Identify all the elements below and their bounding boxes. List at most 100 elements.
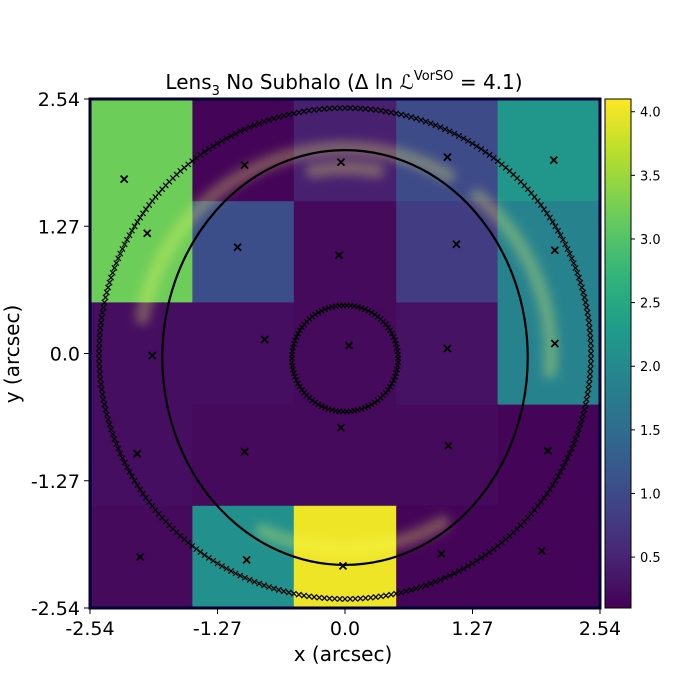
cross-markers xyxy=(119,152,559,571)
x-ticks: -2.54 -1.27 0.0 1.27 2.54 xyxy=(65,608,621,640)
ring-marker xyxy=(232,570,239,577)
ring-marker xyxy=(417,583,425,590)
ring-marker xyxy=(126,232,133,239)
cross-marker xyxy=(549,155,558,165)
ring-marker xyxy=(427,580,434,587)
ring-marker xyxy=(582,299,589,306)
ring-marker xyxy=(205,554,212,561)
ring-marker xyxy=(119,454,126,462)
ring-marker xyxy=(296,327,303,334)
ring-marker xyxy=(587,365,594,372)
ring-marker xyxy=(285,111,292,118)
ring-marker xyxy=(97,376,104,383)
ring-marker xyxy=(460,135,467,142)
heatmap-cell xyxy=(293,404,397,507)
cross-marker xyxy=(148,351,157,360)
heatmap-cell xyxy=(192,201,295,303)
ring-marker xyxy=(388,591,395,598)
ring-marker xyxy=(417,117,425,124)
ring-marker xyxy=(197,151,204,158)
ring-marker xyxy=(540,494,548,501)
ring-marker xyxy=(251,578,258,585)
ring-marker xyxy=(365,307,372,314)
ring-marker xyxy=(293,333,300,340)
ring-marker xyxy=(451,570,458,577)
ring-marker xyxy=(316,594,323,601)
ring-marker xyxy=(587,355,594,362)
ring-marker xyxy=(537,498,544,505)
ring-marker xyxy=(568,445,575,452)
ring-marker xyxy=(124,464,131,471)
ring-marker xyxy=(98,386,105,393)
ring-marker xyxy=(290,110,297,117)
ring-marker xyxy=(393,110,400,117)
ring-marker xyxy=(295,109,302,116)
ring-marker xyxy=(587,335,594,342)
ring-marker xyxy=(214,140,221,147)
ring-marker xyxy=(201,552,208,559)
ring-marker xyxy=(490,546,497,553)
ring-marker xyxy=(413,585,420,592)
ring-marker xyxy=(367,594,374,601)
ring-marker xyxy=(391,373,399,380)
ring-marker xyxy=(540,206,548,213)
heatmap-cell xyxy=(192,302,295,406)
colorbar-bar xyxy=(604,98,632,609)
y-axis-label: y (arcsec) xyxy=(0,305,24,404)
ring-marker xyxy=(387,383,394,390)
ring-marker xyxy=(111,264,118,271)
ring-marker xyxy=(97,324,104,331)
ring-marker xyxy=(149,197,156,205)
ring-marker xyxy=(126,468,133,475)
cross-marker xyxy=(136,552,145,562)
plot-area xyxy=(90,99,600,608)
ring-marker xyxy=(100,304,107,311)
x-tick-label: 0.0 xyxy=(330,618,360,640)
cross-marker xyxy=(260,335,269,344)
cross-marker xyxy=(437,549,446,559)
ring-marker xyxy=(128,473,136,480)
ring-marker xyxy=(587,371,594,378)
ring-marker xyxy=(96,371,103,378)
ring-marker xyxy=(486,151,493,158)
ring-marker xyxy=(347,595,354,602)
cross-marker xyxy=(336,423,346,432)
colorbar-tick-label: 2.0 xyxy=(640,360,661,375)
ring-marker xyxy=(390,377,397,384)
ring-marker xyxy=(96,360,103,367)
ring-marker xyxy=(574,269,581,276)
ring-marker xyxy=(96,329,103,336)
ring-marker xyxy=(140,210,147,217)
ring-marker xyxy=(102,294,109,301)
ring-marker xyxy=(564,245,571,253)
ring-marker xyxy=(241,126,248,133)
ring-marker xyxy=(584,309,591,316)
ring-marker xyxy=(193,154,200,161)
ring-marker xyxy=(584,391,591,398)
ring-marker xyxy=(111,436,118,443)
ring-marker xyxy=(469,560,476,567)
ring-marker xyxy=(121,241,128,248)
ring-marker xyxy=(108,426,115,433)
ring-marker xyxy=(237,572,244,579)
lensed-arc xyxy=(135,141,455,325)
ring-marker xyxy=(275,114,282,121)
ring-marker xyxy=(117,450,124,457)
ring-marker xyxy=(546,486,553,493)
ring-marker xyxy=(113,440,120,447)
ring-marker xyxy=(285,589,292,596)
ring-marker xyxy=(575,426,582,433)
ring-marker xyxy=(572,264,579,271)
ring-marker xyxy=(306,593,313,600)
ring-marker xyxy=(408,114,415,121)
colorbar-tick-label: 4.0 xyxy=(640,106,661,121)
ring-marker xyxy=(372,106,379,113)
ring-marker xyxy=(482,552,489,559)
ring-marker xyxy=(296,383,303,390)
ring-marker xyxy=(365,403,372,410)
ring-marker xyxy=(322,404,329,411)
heatmap-cell xyxy=(293,201,397,303)
ring-marker xyxy=(437,576,444,583)
ring-marker xyxy=(587,345,594,352)
ring-marker xyxy=(570,440,577,447)
